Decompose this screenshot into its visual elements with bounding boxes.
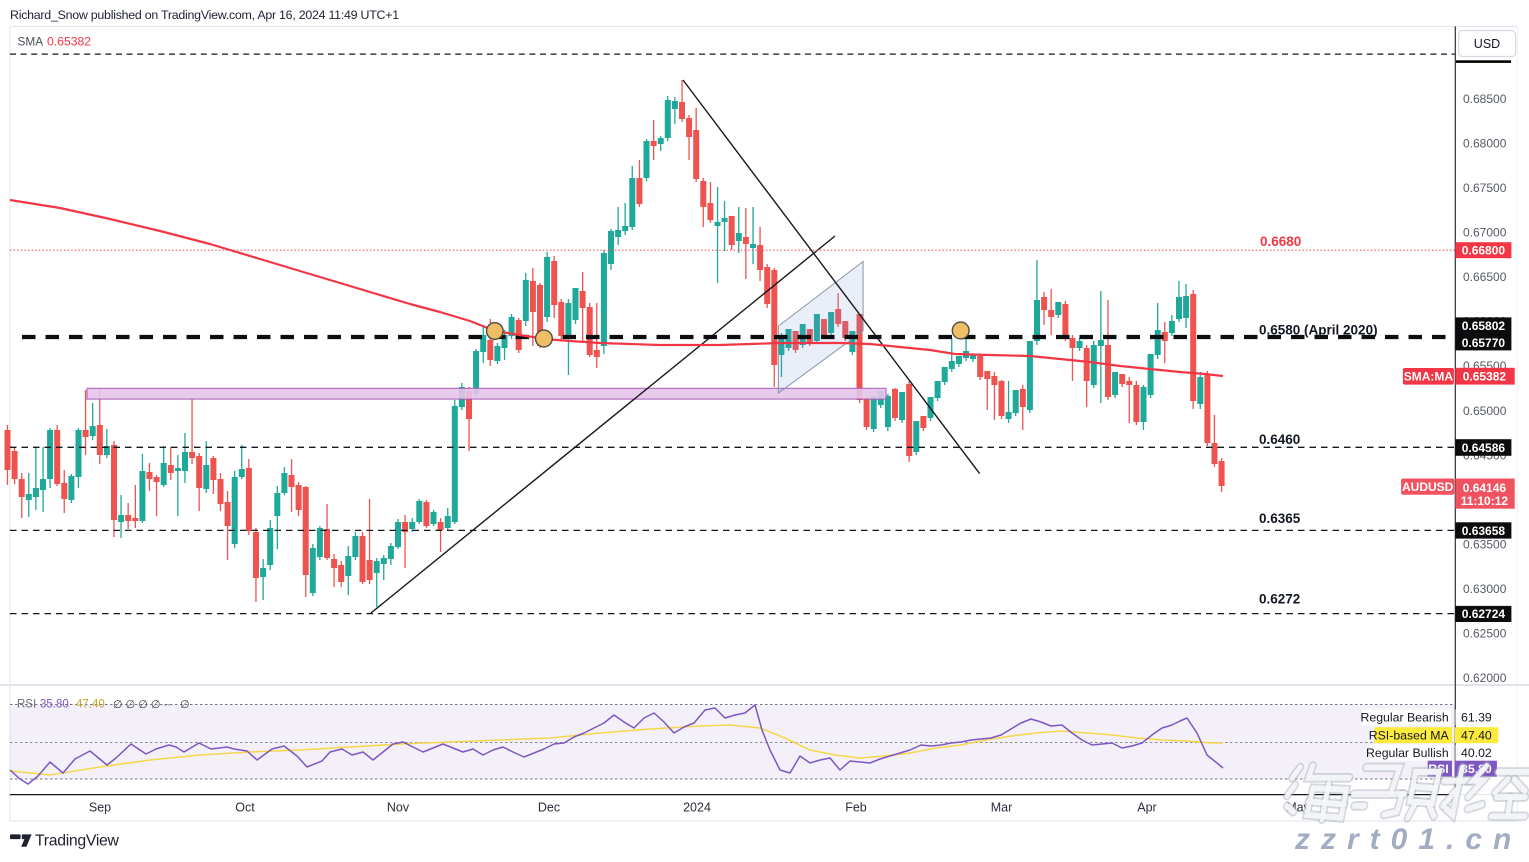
svg-text:0.62500: 0.62500 (1463, 627, 1507, 641)
svg-text:Mar: Mar (991, 801, 1013, 815)
svg-text:0.63658: 0.63658 (1462, 524, 1506, 538)
svg-text:SMA: SMA (18, 35, 44, 49)
svg-text:0.63500: 0.63500 (1463, 538, 1507, 552)
svg-text:0.66800: 0.66800 (1462, 243, 1506, 257)
svg-text:0.6460: 0.6460 (1259, 432, 1300, 447)
svg-text:Oct: Oct (235, 801, 255, 815)
svg-text:RSI: RSI (17, 699, 36, 711)
svg-text:AUDUSD: AUDUSD (1402, 480, 1454, 494)
svg-text:Regular Bullish: Regular Bullish (1366, 746, 1449, 760)
svg-text:Feb: Feb (845, 801, 867, 815)
svg-text:0.66500: 0.66500 (1463, 270, 1507, 284)
svg-text:Nov: Nov (387, 801, 410, 815)
svg-text:2024: 2024 (683, 801, 711, 815)
svg-text:0.6580 (April 2020): 0.6580 (April 2020) (1259, 323, 1378, 338)
svg-text:61.39: 61.39 (1461, 711, 1492, 725)
svg-text:0.64146: 0.64146 (1463, 481, 1507, 495)
svg-text:Sep: Sep (89, 801, 111, 815)
svg-text:0.68500: 0.68500 (1463, 92, 1507, 106)
svg-text:0.67000: 0.67000 (1463, 226, 1507, 240)
svg-text:0.62000: 0.62000 (1463, 671, 1507, 685)
svg-text:40.02: 40.02 (1461, 746, 1492, 760)
svg-text:USD: USD (1474, 37, 1500, 51)
svg-text:RSI-based MA: RSI-based MA (1369, 728, 1450, 742)
svg-text:Apr: Apr (1137, 801, 1156, 815)
svg-text:0.6272: 0.6272 (1259, 592, 1300, 607)
svg-text:Richard_Snow published on Trad: Richard_Snow published on TradingView.co… (10, 8, 399, 22)
svg-text:TradingView: TradingView (35, 833, 120, 850)
svg-text:SMA:MA: SMA:MA (1404, 369, 1454, 383)
svg-text:0.65770: 0.65770 (1462, 336, 1506, 350)
svg-text:0.68000: 0.68000 (1463, 136, 1507, 150)
svg-text:35.80: 35.80 (40, 699, 69, 711)
svg-text:Regular Bearish: Regular Bearish (1361, 711, 1449, 725)
svg-text:47.40: 47.40 (76, 699, 105, 711)
svg-text:0.65382: 0.65382 (47, 35, 91, 49)
svg-text:∅ ∅ ∅ ∅ ·· ∅: ∅ ∅ ∅ ∅ ·· ∅ (113, 699, 190, 711)
svg-text:11:10:12: 11:10:12 (1461, 494, 1509, 508)
svg-text:0.6365: 0.6365 (1259, 511, 1301, 526)
svg-text:0.64586: 0.64586 (1462, 441, 1506, 455)
svg-text:zzrt01.cn: zzrt01.cn (1294, 823, 1522, 856)
svg-text:0.65382: 0.65382 (1463, 369, 1507, 383)
svg-text:0.63000: 0.63000 (1463, 582, 1507, 596)
svg-text:47.40: 47.40 (1461, 728, 1492, 742)
svg-text:0.62724: 0.62724 (1462, 607, 1506, 621)
svg-text:0.65000: 0.65000 (1463, 404, 1507, 418)
svg-text:0.6680: 0.6680 (1260, 234, 1301, 249)
svg-text:Dec: Dec (538, 801, 560, 815)
svg-text:0.65802: 0.65802 (1462, 319, 1506, 333)
svg-text:0.67500: 0.67500 (1463, 181, 1507, 195)
